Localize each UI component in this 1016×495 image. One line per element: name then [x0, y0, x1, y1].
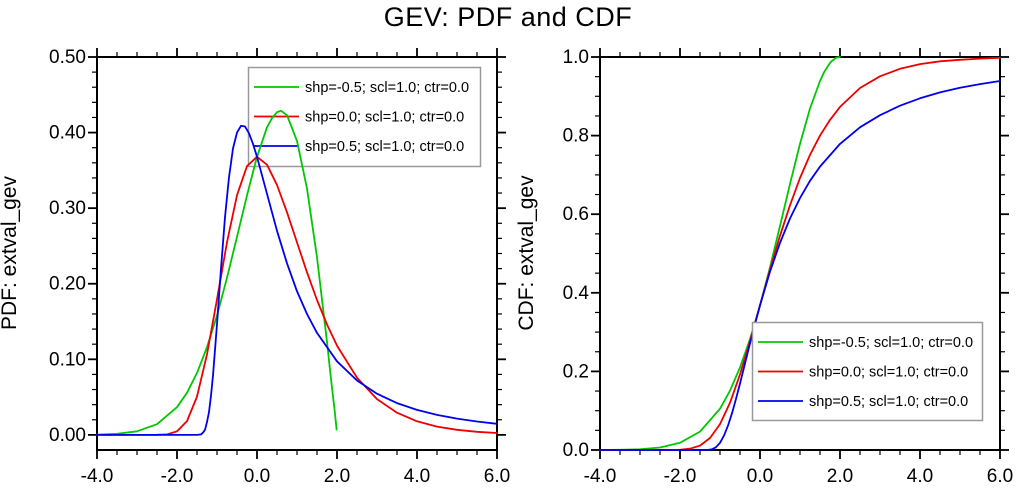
pdf-y-tick-label-2: 0.20: [49, 274, 86, 295]
pdf-y-tick-label-0: 0.00: [49, 425, 86, 446]
pdf-y-tick-label-1: 0.10: [49, 349, 86, 370]
cdf-y-tick-label-3: 0.6: [563, 204, 589, 225]
cdf-y-tick-label-2: 0.4: [563, 283, 590, 304]
cdf-x-tick-label-4: 4.0: [907, 466, 933, 487]
cdf-legend-label-2: shp=0.5; scl=1.0; ctr=0.0: [809, 394, 968, 410]
pdf-plot: shp=-0.5; scl=1.0; ctr=0.0 shp=0.0; scl=1…: [49, 47, 510, 487]
pdf-y-tick-label-4: 0.40: [49, 123, 86, 144]
cdf-y-tick-label-4: 0.8: [563, 126, 589, 147]
cdf-ticks: -4.0 -2.0 0.0 2.0 4.0 6.0 0.0 0.2 0.4 0.6 0.8 1.0: [563, 47, 1014, 487]
cdf-legend-label-1: shp=0.0; scl=1.0; ctr=0.0: [809, 365, 968, 381]
cdf-legend: shp=-0.5; scl=1.0; ctr=0.0 shp=0.0; scl=1…: [751, 321, 984, 422]
pdf-y-axis-title: PDF: extval_gev: [0, 175, 21, 330]
pdf-x-tick-label-3: 2.0: [324, 466, 350, 487]
pdf-x-tick-label-4: 4.0: [404, 466, 430, 487]
pdf-y-tick-label-3: 0.30: [49, 198, 86, 219]
cdf-y-axis-title: CDF: extval_gev: [515, 175, 538, 331]
pdf-legend-label-1: shp=0.0; scl=1.0; ctr=0.0: [305, 110, 464, 126]
pdf-legend-box: [247, 66, 482, 168]
pdf-x-tick-label-1: -2.0: [161, 466, 194, 487]
cdf-y-tick-label-0: 0.0: [563, 440, 589, 461]
cdf-x-tick-label-2: 0.0: [747, 466, 773, 487]
pdf-legend: shp=-0.5; scl=1.0; ctr=0.0 shp=0.0; scl=1…: [247, 66, 482, 168]
cdf-series-2: [599, 80, 1001, 451]
pdf-series-2: [96, 124, 498, 436]
pdf-x-tick-label-2: 0.0: [244, 466, 270, 487]
figure-title: GEV: PDF and CDF: [383, 2, 633, 32]
cdf-y-tick-label-1: 0.2: [563, 361, 589, 382]
pdf-x-tick-label-5: 6.0: [484, 466, 510, 487]
pdf-legend-label-2: shp=0.5; scl=1.0; ctr=0.0: [305, 139, 464, 155]
cdf-plot: -4.0 -2.0 0.0 2.0 4.0 6.0 0.0 0.2 0.4 0.6 0.8 1.0 sh…: [563, 47, 1014, 487]
pdf-series-1: [96, 155, 498, 436]
pdf-series-0: [96, 109, 338, 436]
cdf-x-tick-label-5: 6.0: [987, 466, 1013, 487]
pdf-legend-label-0: shp=-0.5; scl=1.0; ctr=0.0: [305, 80, 469, 96]
cdf-x-tick-label-1: -2.0: [664, 466, 697, 487]
cdf-legend-label-0: shp=-0.5; scl=1.0; ctr=0.0: [809, 335, 973, 351]
cdf-series-1: [599, 56, 1001, 451]
pdf-y-tick-label-5: 0.50: [49, 47, 86, 68]
cdf-x-tick-label-3: 2.0: [827, 466, 853, 487]
pdf-ticks: -4.0 -2.0 0.0 2.0 4.0 6.0 0.00 0.10 0.20 0.30 0.40…: [49, 47, 510, 487]
pdf-x-tick-label-0: -4.0: [81, 466, 114, 487]
cdf-y-tick-label-5: 1.0: [563, 47, 589, 68]
cdf-x-tick-label-0: -4.0: [584, 466, 617, 487]
